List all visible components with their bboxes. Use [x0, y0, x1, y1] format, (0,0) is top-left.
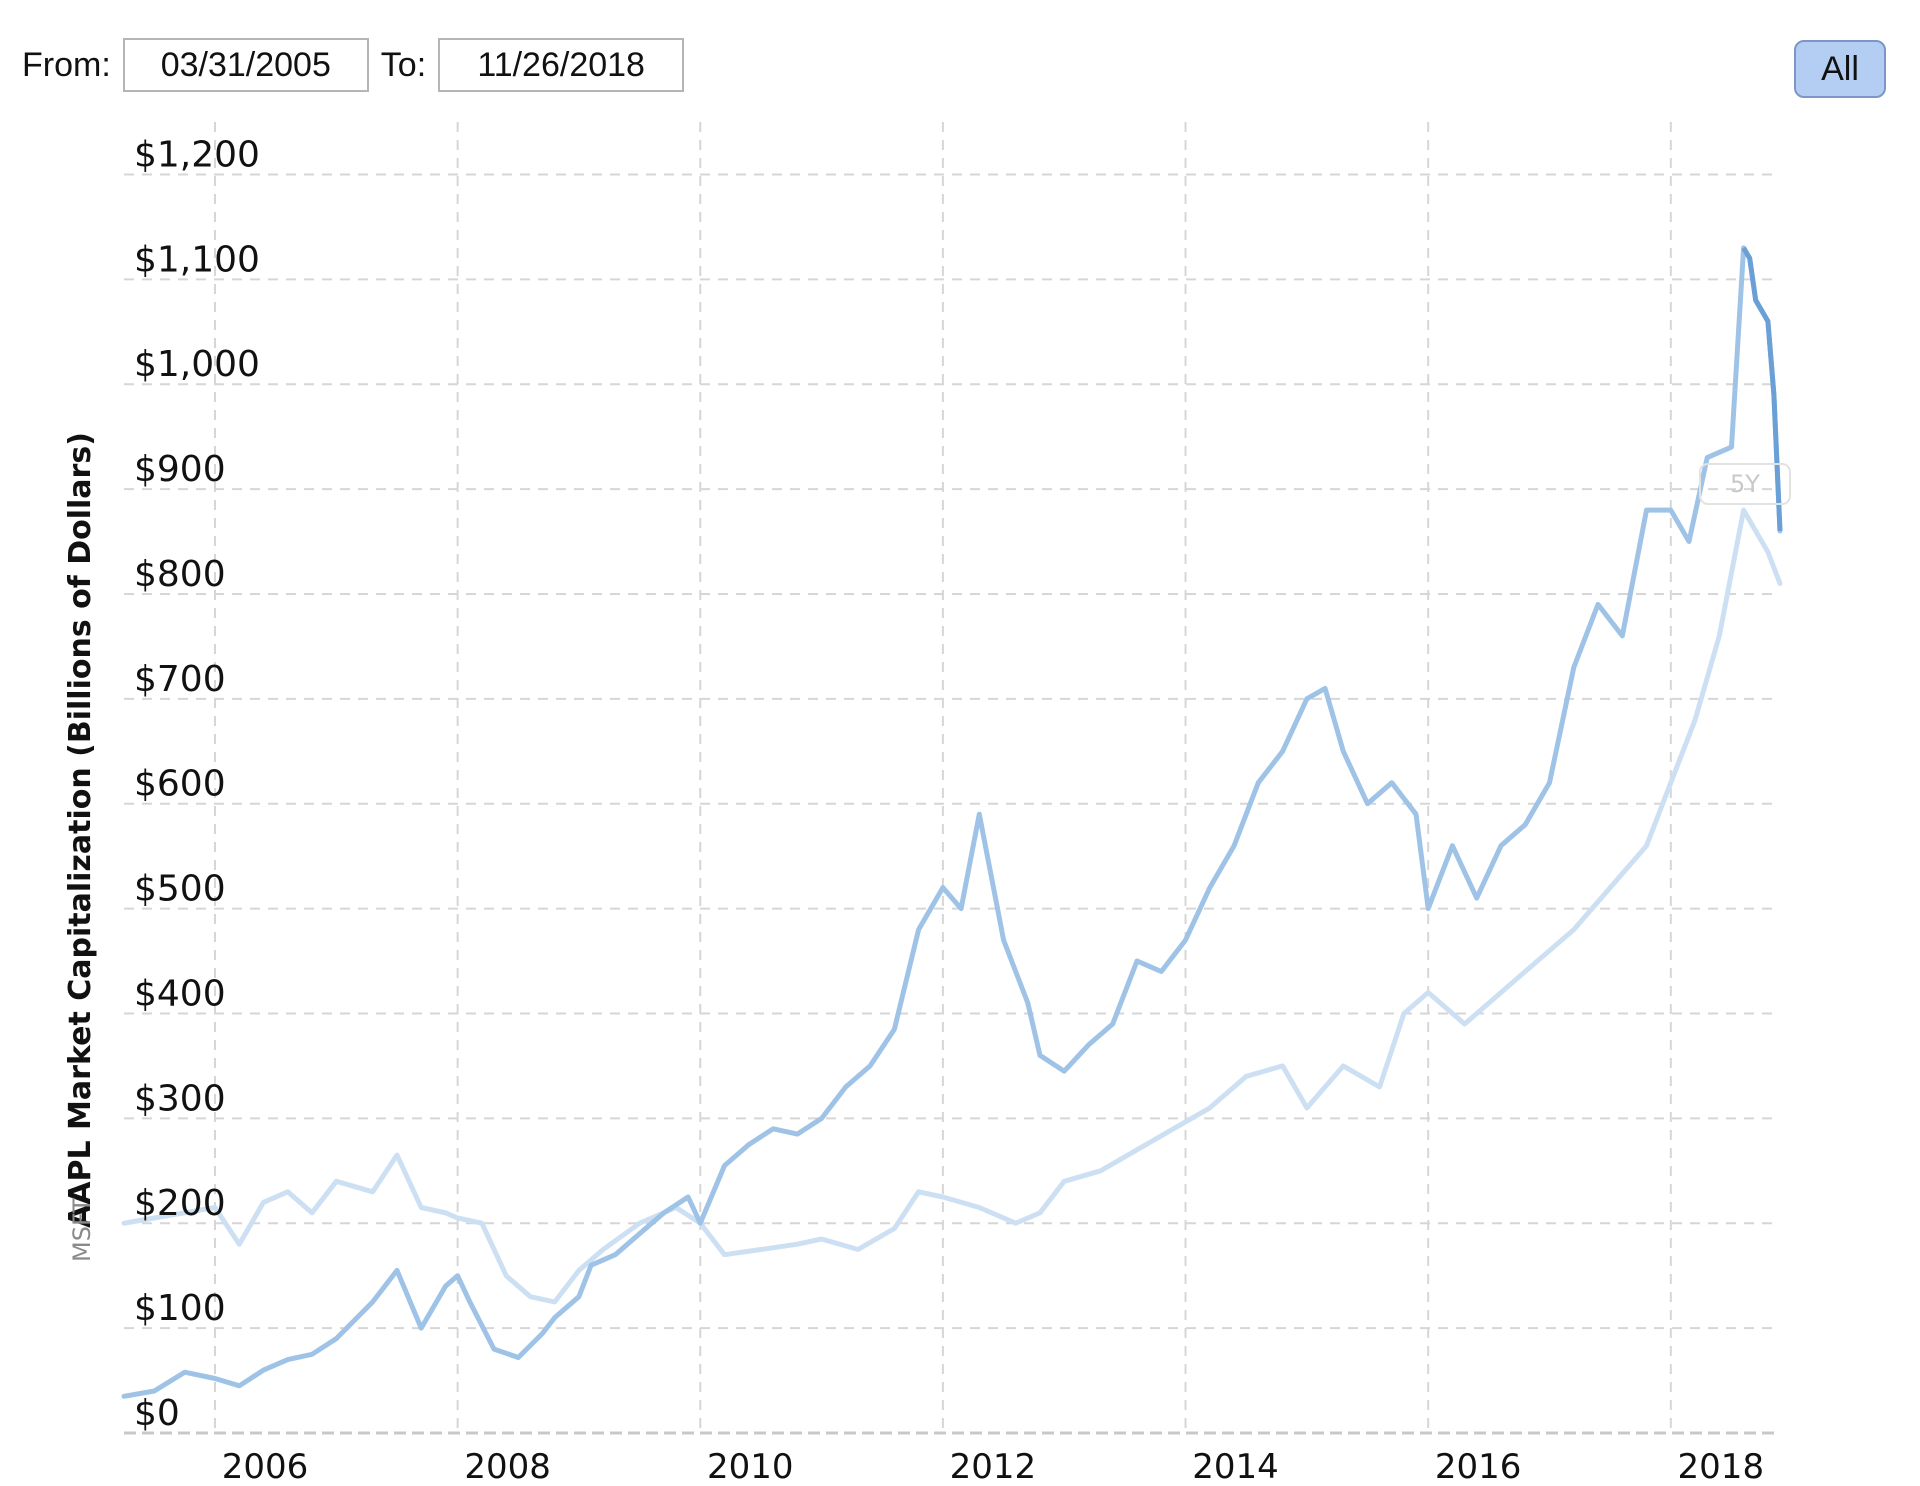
y-tick-label-2: $200 — [134, 1183, 226, 1224]
series-line-msft — [121, 507, 1783, 1305]
x-tick-label-1: 2008 — [464, 1447, 551, 1486]
y-tick-label-5: $500 — [134, 869, 226, 910]
from-date-input[interactable]: 03/31/2005 — [122, 38, 369, 92]
to-date-input[interactable]: 11/26/2018 — [438, 38, 685, 92]
x-tick-label-4: 2014 — [1192, 1447, 1279, 1486]
y-tick-label-12: $1,200 — [134, 134, 260, 175]
y-tick-label-4: $400 — [134, 973, 226, 1014]
range-overlay-button-label[interactable]: 5Y — [1730, 470, 1760, 498]
series-layer — [121, 245, 1783, 1399]
y-axis-ticks: $0 $100 $200 $300 $400 $500 $600 $700 $800 $900 $1… — [134, 134, 260, 1434]
range-overlay-button[interactable]: 5Y — [1699, 463, 1791, 505]
y-tick-label-1: $100 — [134, 1288, 226, 1329]
from-label: From: — [22, 45, 111, 84]
x-tick-label-2: 2010 — [707, 1447, 794, 1486]
y-tick-label-6: $600 — [134, 764, 226, 805]
y-axis-label: AAPL Market Capitalization (Billions of … — [63, 432, 98, 1228]
y-tick-label-7: $700 — [134, 659, 226, 700]
series-line-aapl-peak — [1741, 246, 1783, 532]
x-tick-label-6: 2018 — [1678, 1447, 1765, 1486]
comparison-series-label: MSFT — [68, 1198, 96, 1262]
y-tick-label-0: $0 — [134, 1393, 180, 1434]
series-line-aapl — [121, 245, 1783, 1399]
x-tick-label-3: 2012 — [950, 1447, 1037, 1486]
x-tick-label-5: 2016 — [1435, 1447, 1522, 1486]
y-tick-label-8: $800 — [134, 554, 226, 595]
x-axis-ticks: 2006 2008 2010 2012 2014 2016 2018 — [222, 1447, 1764, 1486]
date-range-selector: From: 03/31/2005 To: 11/26/2018 — [22, 38, 685, 92]
to-label: To: — [380, 45, 427, 84]
x-tick-label-0: 2006 — [222, 1447, 309, 1486]
y-tick-label-3: $300 — [134, 1078, 226, 1119]
y-tick-label-11: $1,100 — [134, 239, 260, 280]
all-range-button[interactable]: All — [1794, 40, 1886, 98]
y-tick-label-9: $900 — [134, 449, 226, 490]
y-tick-label-10: $1,000 — [134, 344, 260, 385]
chart-grid — [124, 122, 1780, 1435]
range-overlay-button-bg[interactable] — [1699, 463, 1791, 505]
